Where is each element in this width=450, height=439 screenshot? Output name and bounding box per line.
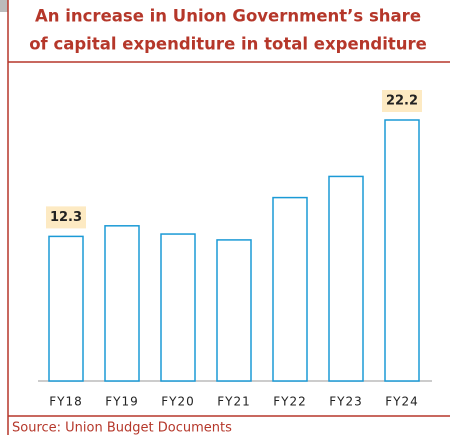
bar (104, 225, 140, 382)
corner-block (0, 0, 8, 12)
x-tick-label: FY19 (105, 395, 139, 409)
bar (384, 119, 420, 382)
bar (48, 235, 84, 382)
x-tick-label: FY22 (273, 395, 307, 409)
bar (216, 239, 252, 382)
source: Source: Union Budget Documents (12, 421, 232, 436)
value-label-box (46, 206, 86, 229)
bar (160, 233, 196, 382)
x-tick-label: FY21 (217, 395, 251, 409)
chart-title-line-2: of capital expenditure in total expendit… (29, 35, 427, 54)
x-tick-label: FY23 (329, 395, 363, 409)
value-label-box (382, 90, 422, 112)
bar (328, 175, 364, 382)
x-tick-label: FY20 (161, 395, 195, 409)
x-tick-label: FY18 (49, 395, 83, 409)
x-tick-label: FY24 (385, 395, 419, 409)
chart-title-line-1: An increase in Union Government’s share (35, 7, 421, 26)
bar (272, 196, 308, 382)
value-label: 22.2 (386, 94, 418, 109)
value-label: 12.3 (50, 210, 82, 225)
